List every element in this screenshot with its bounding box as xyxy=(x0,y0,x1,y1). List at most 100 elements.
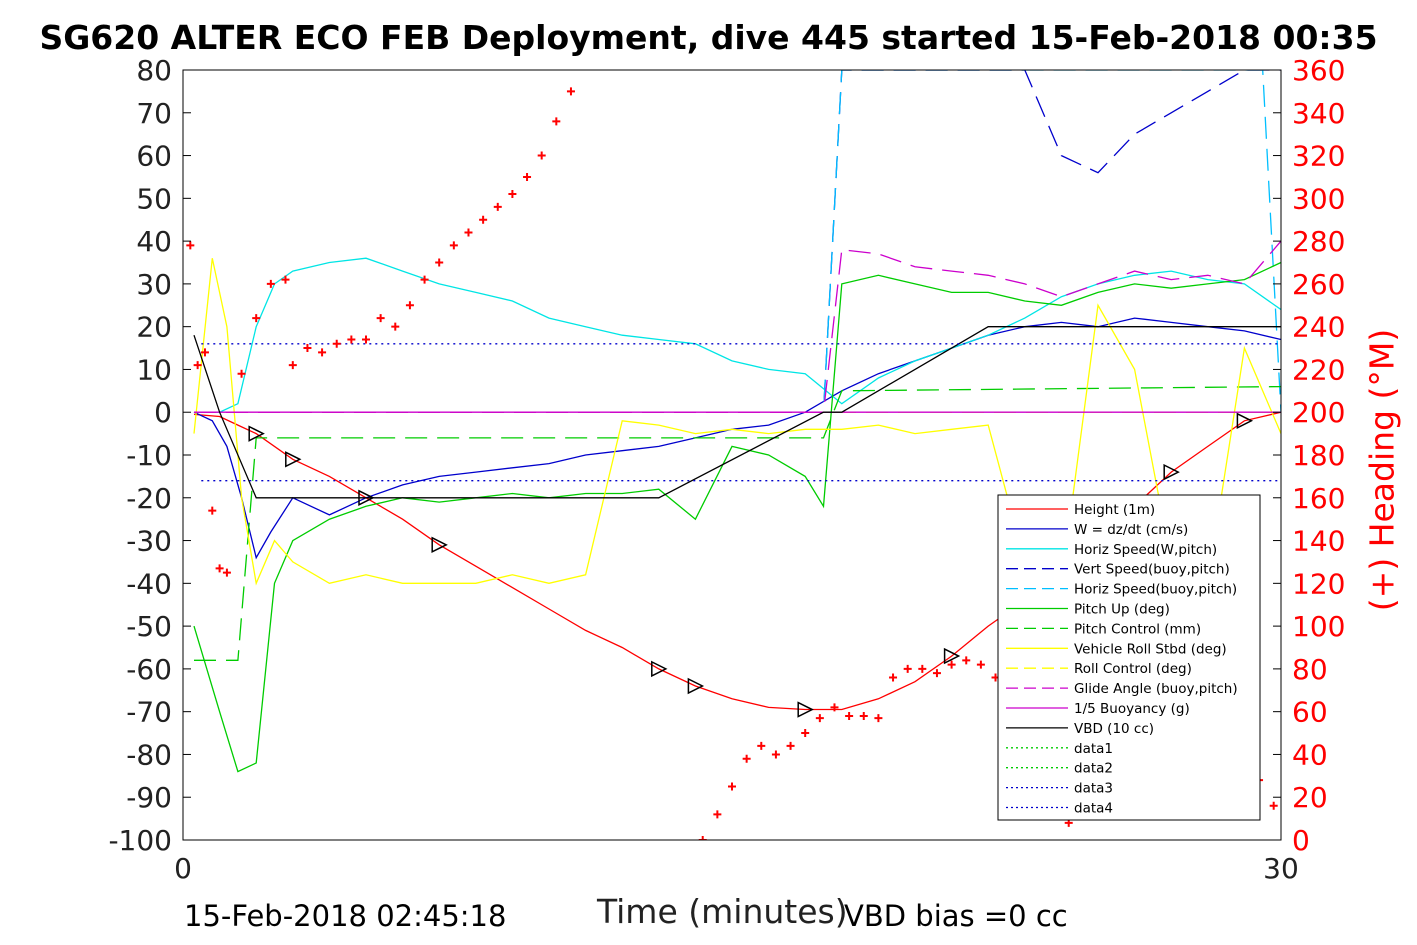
legend-entry: data1 xyxy=(1074,741,1113,757)
y-right-tick-label: 360 xyxy=(1292,54,1345,87)
heading-point xyxy=(376,314,385,323)
heading-point xyxy=(508,190,517,199)
vbd-marker xyxy=(651,660,668,678)
series-line-3 xyxy=(194,70,1281,413)
heading-point xyxy=(874,714,883,723)
heading-point xyxy=(186,241,195,250)
heading-point xyxy=(845,711,854,720)
heading-point xyxy=(318,348,327,357)
heading-point xyxy=(713,810,722,819)
y-tick-label: -60 xyxy=(126,653,172,686)
x-tick-label: 0 xyxy=(174,852,192,885)
series-line-5 xyxy=(193,261,1281,773)
heading-point xyxy=(962,656,971,665)
heading-point xyxy=(252,314,261,323)
y-tick-label: -100 xyxy=(108,824,172,857)
heading-point xyxy=(347,335,356,344)
y-tick-label: 40 xyxy=(136,225,172,258)
heading-point xyxy=(208,506,217,515)
heading-point xyxy=(771,750,780,759)
vbd-marker xyxy=(1163,463,1180,481)
x-axis-label: Time (minutes) xyxy=(597,892,848,931)
y-right-tick-label: 260 xyxy=(1292,268,1345,301)
y-right-tick-label: 100 xyxy=(1292,610,1345,643)
heading-point xyxy=(493,202,502,211)
vbd-marker xyxy=(687,677,705,695)
chart-title: SG620 ALTER ECO FEB Deployment, dive 445… xyxy=(39,18,1378,57)
legend-entry: data3 xyxy=(1074,781,1113,797)
heading-point xyxy=(728,782,736,791)
heading-point xyxy=(435,258,444,267)
heading-point xyxy=(566,87,575,96)
legend-entry: data4 xyxy=(1074,801,1113,817)
legend-entry: data2 xyxy=(1074,761,1113,777)
heading-point xyxy=(830,703,839,712)
series-line-1 xyxy=(193,317,1281,560)
vbd-marker xyxy=(285,451,302,468)
vbd-marker xyxy=(358,489,375,506)
series-line-7 xyxy=(193,258,1281,586)
y-tick-label: 70 xyxy=(136,97,172,130)
heading-point xyxy=(801,729,810,738)
heading-point xyxy=(1269,801,1278,810)
y-right-tick-label: 320 xyxy=(1292,140,1345,173)
heading-point xyxy=(266,279,275,288)
vbd-marker xyxy=(431,536,448,554)
y-axis-right-label: (+) Heading (°M) xyxy=(1362,328,1402,612)
series-line-9 xyxy=(194,240,1281,413)
legend-entry: Horiz Speed(W,pitch) xyxy=(1074,542,1217,558)
y-right-tick-label: 160 xyxy=(1292,482,1345,515)
legend-entry: Glide Angle (buoy,pitch) xyxy=(1074,681,1238,697)
heading-point xyxy=(362,335,370,344)
vbd-marker xyxy=(248,425,265,442)
series-line-11 xyxy=(193,326,1281,499)
legend-entry: Roll Control (deg) xyxy=(1074,661,1192,677)
heading-point xyxy=(288,361,297,370)
heading-point xyxy=(303,344,312,353)
y-right-tick-label: 200 xyxy=(1292,396,1345,429)
y-right-tick-label: 0 xyxy=(1292,824,1310,857)
y-right-tick-label: 20 xyxy=(1292,781,1328,814)
heading-point xyxy=(582,62,590,70)
heading-point xyxy=(281,275,290,284)
y-tick-label: -90 xyxy=(126,781,172,814)
vbd-marker xyxy=(797,701,814,718)
x-tick-label: 30 xyxy=(1263,852,1299,885)
heading-point xyxy=(742,754,751,763)
legend-entry: Vert Speed(buoy,pitch) xyxy=(1074,562,1230,578)
heading-point xyxy=(757,741,766,750)
y-tick-label: -30 xyxy=(126,525,172,558)
y-right-tick-label: 60 xyxy=(1292,696,1328,729)
y-tick-label: 30 xyxy=(136,268,172,301)
series-line-4 xyxy=(194,70,1281,413)
heading-point xyxy=(523,172,532,181)
vbd-marker xyxy=(1236,412,1254,429)
heading-point xyxy=(537,151,546,160)
heading-point xyxy=(391,322,400,331)
legend-entry: W = dz/dt (cm/s) xyxy=(1074,522,1188,538)
legend-entry: Horiz Speed(buoy,pitch) xyxy=(1074,582,1237,598)
series-line-6 xyxy=(194,385,1281,661)
y-tick-label: 50 xyxy=(136,182,172,215)
heading-point xyxy=(976,660,985,669)
heading-point xyxy=(222,568,231,577)
y-tick-label: 10 xyxy=(136,353,172,386)
legend-entry: Pitch Control (mm) xyxy=(1074,621,1201,637)
heading-point xyxy=(786,741,795,750)
heading-point xyxy=(859,711,868,720)
heading-point xyxy=(947,660,956,669)
heading-point xyxy=(193,361,202,370)
y-tick-label: 0 xyxy=(154,396,172,429)
legend-entry: Vehicle Roll Stbd (deg) xyxy=(1074,641,1227,657)
heading-point xyxy=(698,836,707,840)
heading-point xyxy=(200,348,209,357)
y-tick-label: -50 xyxy=(126,610,172,643)
heading-point xyxy=(479,215,488,224)
heading-point xyxy=(332,339,341,348)
y-right-tick-label: 300 xyxy=(1292,182,1345,215)
y-right-tick-label: 140 xyxy=(1292,525,1345,558)
y-right-tick-label: 40 xyxy=(1292,738,1328,771)
heading-point xyxy=(237,369,246,378)
y-tick-label: -40 xyxy=(126,567,172,600)
